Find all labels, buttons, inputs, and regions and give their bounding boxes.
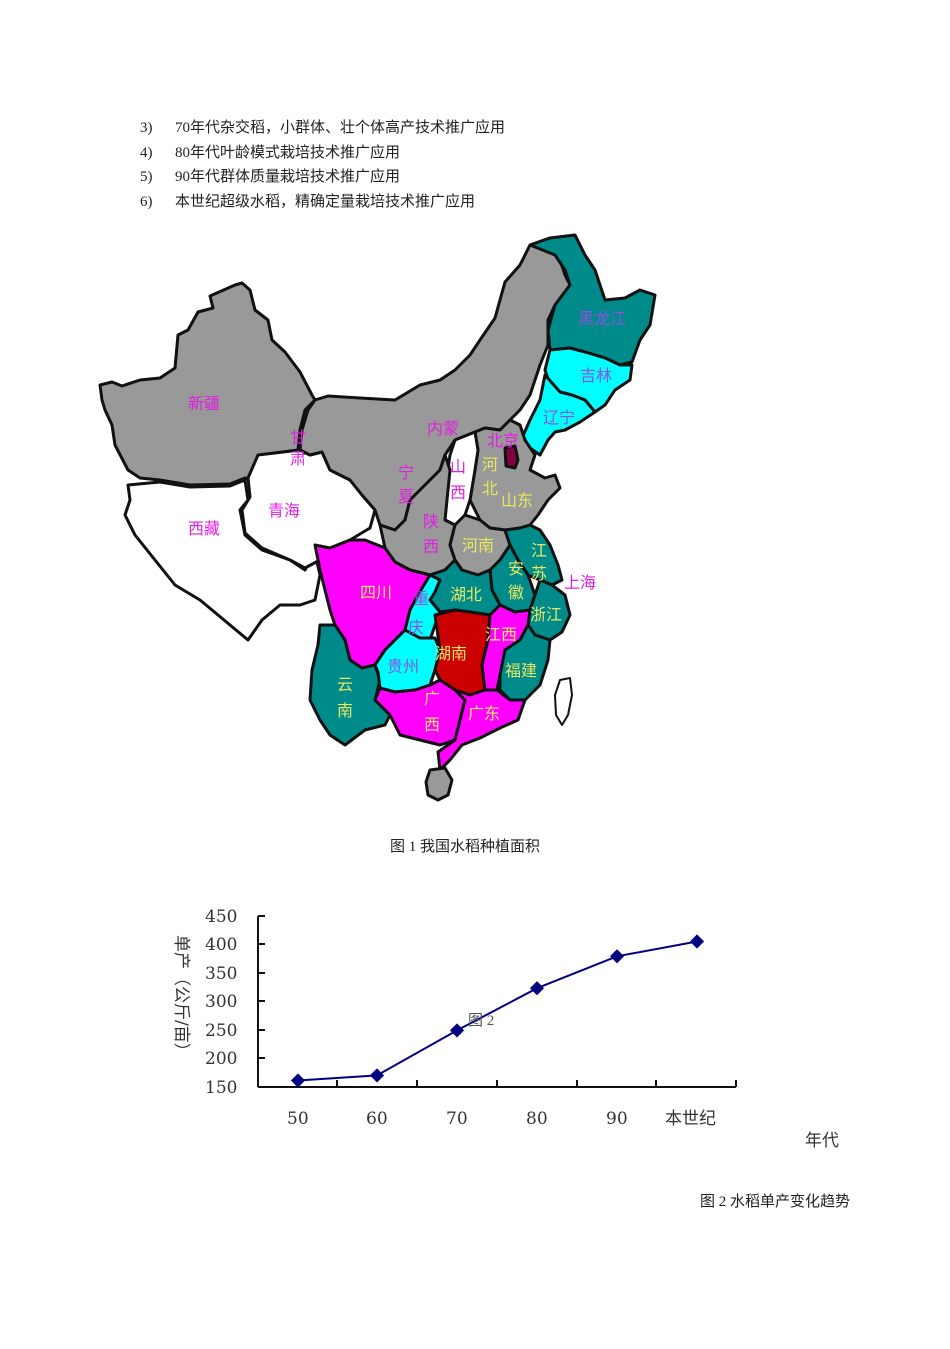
label-shaanxi-1: 陕 <box>423 512 439 531</box>
chart-annotation: 图 2 <box>468 1012 494 1029</box>
label-hebei-2: 北 <box>482 479 498 498</box>
ytick-250: 250 <box>205 1021 237 1041</box>
label-jiangsu-1: 江 <box>531 541 547 560</box>
label-xinjiang: 新疆 <box>188 394 220 413</box>
label-xizang: 西藏 <box>188 519 220 538</box>
label-hunan: 湖南 <box>435 644 467 663</box>
label-yunnan-1: 云 <box>337 675 353 694</box>
xtick-70: 70 <box>446 1109 468 1129</box>
label-fujian: 福建 <box>505 661 537 680</box>
list-item: 3) 70年代杂交稻，小群体、壮个体高产技术推广应用 <box>140 120 506 136</box>
china-rice-map: 新疆 西藏 青海 甘 肃 内蒙 黑龙江 吉林 辽宁 北京 河 北 山 西 宁 夏… <box>95 232 665 812</box>
label-yunnan-2: 南 <box>337 701 353 720</box>
series-line <box>297 940 698 1082</box>
list-item: 4) 80年代叶龄模式栽培技术推广应用 <box>140 144 401 161</box>
region-gansu-neimeng <box>298 236 572 532</box>
label-jiangsu-2: 苏 <box>531 564 547 583</box>
list-item: 5) 90年代群体质量栽培技术推广应用 <box>140 169 401 185</box>
label-guangxi-1: 广 <box>424 689 440 708</box>
label-ningxia-1: 宁 <box>398 463 414 482</box>
figure-2-caption: 图 2 水稻单产变化趋势 <box>700 1194 851 1210</box>
xtick-50: 50 <box>287 1109 309 1129</box>
marker-80 <box>529 981 545 996</box>
label-jiangxi: 江西 <box>485 625 517 644</box>
marker-70 <box>449 1023 465 1038</box>
data-markers <box>290 934 705 1088</box>
ytick-450: 450 <box>205 907 237 927</box>
region-hebei <box>468 418 562 532</box>
region-guangxi <box>373 678 467 747</box>
figure-1-caption: 图 1 我国水稻种植面积 <box>390 839 541 855</box>
ytick-400: 400 <box>205 935 237 955</box>
label-zhejiang: 浙江 <box>530 605 562 624</box>
ytick-300: 300 <box>205 992 237 1012</box>
label-liaoning: 辽宁 <box>543 408 575 427</box>
label-guangdong: 广东 <box>468 704 500 723</box>
region-xinjiang <box>98 281 317 487</box>
label-hubei: 湖北 <box>450 585 482 604</box>
label-neimeng: 内蒙 <box>427 419 459 438</box>
label-jilin: 吉林 <box>580 366 612 385</box>
label-sichuan: 四川 <box>360 583 392 602</box>
label-ningxia-2: 夏 <box>398 487 414 506</box>
xtick-60: 60 <box>366 1109 388 1129</box>
region-guangdong <box>436 688 527 772</box>
region-taiwan <box>554 677 573 726</box>
label-henan: 河南 <box>462 536 494 555</box>
xtick-90: 90 <box>606 1109 628 1129</box>
label-gansu-1: 甘 <box>290 428 306 447</box>
label-heilongjiang: 黑龙江 <box>578 309 626 328</box>
label-chongqing-2: 庆 <box>408 618 424 637</box>
label-qinghai: 青海 <box>268 501 300 520</box>
region-beijing <box>503 444 520 470</box>
label-hebei-1: 河 <box>482 455 498 474</box>
label-gansu-2: 肃 <box>290 449 306 468</box>
map-svg: 新疆 西藏 青海 甘 肃 内蒙 黑龙江 吉林 辽宁 北京 河 北 山 西 宁 夏… <box>98 233 657 802</box>
x-axis-label: 年代 <box>805 1131 839 1151</box>
label-shandong: 山东 <box>501 491 533 510</box>
axes <box>257 915 737 1088</box>
region-yunnan <box>308 623 392 747</box>
label-guangxi-2: 西 <box>424 715 440 734</box>
label-guizhou: 贵州 <box>387 657 419 676</box>
ytick-150: 150 <box>205 1078 237 1098</box>
label-anhui-1: 安 <box>508 559 524 578</box>
label-chongqing-1: 重 <box>413 589 429 608</box>
label-shanxi-2: 西 <box>450 483 466 502</box>
region-heilongjiang <box>528 233 657 367</box>
xtick-80: 80 <box>526 1109 548 1129</box>
list-item: 6) 本世纪超级水稻，精确定量栽培技术推广应用 <box>140 193 476 210</box>
label-shanxi-1: 山 <box>450 457 466 476</box>
ytick-350: 350 <box>205 964 237 984</box>
label-shaanxi-2: 西 <box>423 537 439 556</box>
y-axis-label: 单产（公斤/亩） <box>171 935 191 1060</box>
marker-60 <box>369 1068 385 1083</box>
marker-90 <box>609 949 625 964</box>
region-fujian <box>498 623 552 702</box>
marker-ben-shiji <box>689 934 705 949</box>
ytick-200: 200 <box>205 1049 237 1069</box>
region-liaoning <box>520 373 597 457</box>
label-beijing: 北京 <box>487 431 519 450</box>
region-hainan <box>424 766 454 802</box>
marker-50 <box>290 1073 306 1088</box>
region-guizhou <box>373 628 442 694</box>
label-shanghai: 上海 <box>564 573 596 592</box>
xtick-ben-shiji: 本世纪 <box>665 1109 716 1129</box>
technique-list: 3) 70年代杂交稻，小群体、壮个体高产技术推广应用 4) 80年代叶龄模式栽培技术… <box>140 116 505 214</box>
label-anhui-2: 徽 <box>508 583 524 602</box>
